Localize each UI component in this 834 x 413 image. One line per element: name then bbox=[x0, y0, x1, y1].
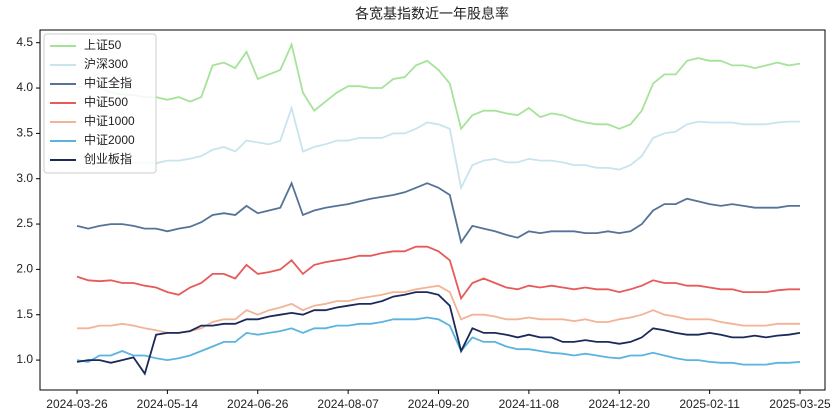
x-tick-label: 2024-05-14 bbox=[137, 397, 199, 411]
legend-label: 中证500 bbox=[84, 94, 128, 109]
series-line bbox=[77, 284, 800, 334]
y-tick-label: 3.5 bbox=[16, 126, 33, 140]
y-tick-label: 1.0 bbox=[16, 352, 33, 366]
series-line bbox=[76, 245, 800, 301]
plot-frame bbox=[39, 29, 826, 391]
y-tick-label: 4.0 bbox=[16, 80, 33, 94]
x-tick-label: 2024-12-20 bbox=[589, 397, 651, 411]
legend-label: 中证2000 bbox=[84, 132, 135, 147]
x-tick-label: 2024-06-26 bbox=[227, 397, 289, 411]
series-line bbox=[76, 180, 800, 245]
x-tick-label: 2024-11-08 bbox=[499, 397, 560, 411]
series-line bbox=[76, 41, 801, 131]
series-line bbox=[77, 104, 800, 191]
legend-label: 沪深300 bbox=[84, 57, 128, 71]
x-tick-label: 2024-09-20 bbox=[408, 397, 470, 411]
series-line bbox=[76, 316, 801, 366]
y-tick-label: 4.5 bbox=[16, 35, 33, 49]
y-tick-label: 2.0 bbox=[16, 262, 33, 276]
x-tick-label: 2024-03-26 bbox=[46, 397, 108, 411]
legend-label: 上证50 bbox=[84, 38, 122, 52]
x-tick-label: 2024-08-07 bbox=[317, 397, 379, 411]
y-tick-label: 3.0 bbox=[16, 171, 33, 185]
series-line bbox=[76, 291, 801, 376]
y-tick-label: 1.5 bbox=[16, 307, 33, 321]
y-tick-label: 2.5 bbox=[16, 216, 33, 230]
x-tick-label: 2025-03-25 bbox=[769, 397, 831, 411]
legend-label: 创业板指 bbox=[84, 151, 132, 166]
chart-title: 各宽基指数近一年股息率 bbox=[355, 6, 509, 22]
legend-label: 中证全指 bbox=[84, 75, 132, 90]
legend-label: 中证1000 bbox=[84, 113, 135, 128]
legend-box bbox=[43, 33, 157, 174]
x-tick-label: 2025-02-11 bbox=[679, 397, 740, 411]
